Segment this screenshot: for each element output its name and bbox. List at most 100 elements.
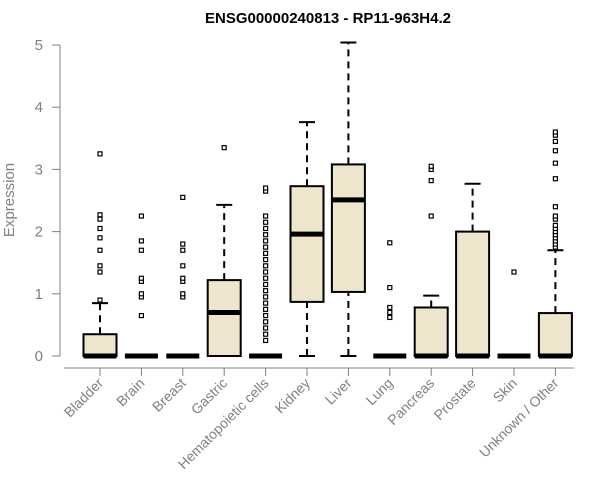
x-tick-label: Breast	[149, 375, 189, 415]
outlier-point	[263, 337, 269, 344]
outlier-point	[138, 275, 144, 281]
x-tick-label: Brain	[113, 375, 147, 409]
outlier-point	[552, 222, 559, 228]
outlier-point	[552, 160, 559, 166]
outlier-point	[552, 213, 559, 219]
outlier-point	[263, 331, 269, 337]
y-tick-label: 1	[35, 286, 43, 303]
box-rect	[82, 333, 118, 358]
outlier-point	[263, 275, 269, 281]
outlier-point	[263, 319, 269, 325]
outlier-point	[263, 256, 269, 263]
outlier-point	[97, 263, 103, 269]
outlier-point	[263, 213, 269, 219]
box-rect	[289, 185, 325, 303]
outlier-point	[180, 247, 186, 253]
x-tick-label: Unknown / Other	[476, 375, 562, 461]
x-tick-label: Liver	[322, 375, 355, 408]
box-series	[82, 41, 573, 359]
outlier-point	[263, 225, 269, 232]
x-tick-label: Bladder	[61, 375, 107, 421]
outlier-point	[138, 238, 144, 244]
outlier-point	[97, 212, 103, 218]
box-brain	[124, 213, 158, 359]
outlier-point	[552, 176, 559, 182]
outlier-point	[552, 138, 559, 145]
outlier-point	[97, 216, 103, 222]
outlier-point	[428, 177, 434, 184]
y-tick-label: 4	[35, 99, 43, 116]
box-rect	[455, 230, 491, 358]
outlier-point	[263, 219, 269, 225]
outlier-point	[263, 306, 269, 312]
outlier-point	[180, 194, 186, 200]
outlier-point	[263, 263, 269, 269]
x-tick-label: Prostate	[431, 375, 479, 423]
outlier-point	[428, 163, 434, 169]
outlier-point	[263, 325, 269, 331]
outlier-point	[263, 185, 269, 191]
box-unknown-other	[537, 129, 573, 359]
box-rect	[330, 163, 366, 293]
box-pancreas	[413, 163, 449, 359]
box-prostate	[455, 182, 491, 359]
outlier-point	[263, 244, 269, 250]
outlier-point	[263, 250, 269, 256]
outlier-point	[180, 275, 186, 281]
outlier-point	[263, 232, 269, 238]
outlier-point	[387, 304, 393, 311]
y-tick-label: 3	[35, 161, 43, 178]
outlier-point	[263, 238, 269, 244]
outlier-point	[97, 235, 103, 241]
outlier-point	[263, 288, 269, 294]
outlier-point	[97, 297, 103, 303]
outlier-point	[428, 213, 434, 219]
box-lung	[373, 240, 407, 359]
box-rect	[206, 279, 242, 357]
outlier-point	[97, 269, 103, 275]
outlier-point	[138, 213, 144, 219]
box-liver	[330, 41, 366, 357]
box-rect	[413, 306, 449, 358]
outlier-point	[138, 247, 144, 253]
outlier-point	[97, 151, 103, 157]
outlier-point	[552, 148, 559, 154]
box-breast	[166, 194, 200, 359]
outlier-point	[180, 241, 186, 247]
outlier-point	[511, 269, 517, 275]
outlier-point	[552, 129, 559, 135]
x-tick-label: Kidney	[272, 375, 314, 417]
box-bladder	[82, 151, 118, 359]
y-axis-label: Expression	[1, 163, 18, 237]
outlier-point	[387, 240, 393, 246]
box-gastric	[206, 145, 242, 357]
outlier-point	[180, 263, 186, 269]
y-tick-label: 0	[35, 348, 43, 365]
outlier-point	[552, 204, 559, 210]
box-skin	[497, 269, 531, 359]
outlier-point	[263, 300, 269, 306]
y-tick-label: 2	[35, 224, 43, 241]
y-axis-ticks: 0 1 2 3 4 5	[35, 37, 60, 365]
outlier-point	[263, 294, 269, 300]
outlier-point	[138, 312, 144, 319]
outlier-point	[263, 312, 269, 319]
outlier-point	[263, 281, 269, 288]
y-tick-label: 5	[35, 37, 43, 54]
box-hematopoietic-cells	[249, 185, 283, 359]
chart-title: ENSG00000240813 - RP11-963H4.2	[205, 10, 451, 27]
outlier-point	[387, 309, 393, 316]
outlier-point	[97, 247, 103, 253]
outlier-point	[221, 145, 227, 151]
box-rect	[537, 312, 573, 357]
box-kidney	[289, 121, 325, 357]
x-tick-label: Skin	[490, 375, 521, 406]
outlier-point	[263, 269, 269, 275]
outlier-point	[138, 291, 144, 297]
outlier-point	[387, 314, 393, 321]
outlier-point	[180, 291, 186, 297]
outlier-point	[387, 284, 393, 291]
outlier-point	[97, 225, 103, 232]
